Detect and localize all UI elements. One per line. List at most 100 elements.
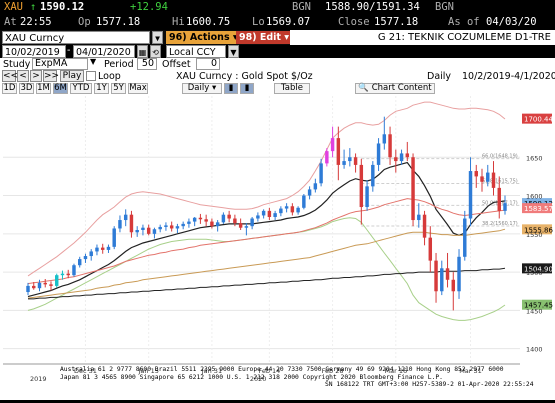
candle-body [371,164,375,187]
candle-body [49,284,53,286]
candle-body [411,157,415,221]
candle-body [141,227,145,230]
period-input[interactable]: 50 [137,58,157,70]
y-tick-label: 1550 [526,231,543,239]
study-select[interactable]: ExpMA [32,58,88,70]
candle-body [302,195,306,208]
x-tick-label: Dec 31 [74,367,97,375]
time-button-3d[interactable]: 3D [19,83,34,94]
candle-body [118,220,122,229]
price-tag [522,224,552,235]
play-button[interactable]: Play [60,70,84,82]
chart-panel: Study ExpMA ▼ Period 50 Offset 0 << < > … [0,57,555,400]
loop-checkbox[interactable] [86,71,96,81]
time-button-1y[interactable]: 1Y [94,83,109,94]
table-button[interactable]: Table [274,83,310,94]
candle-body [221,214,226,223]
candle-body [26,285,30,293]
time-prefix: At [4,16,17,28]
candle-body [348,157,352,162]
chart-type-icon[interactable]: ▮ [224,83,238,94]
source-label: BGN [292,1,311,13]
nav-forward-fast-button[interactable]: >> [43,70,60,82]
candle-body [112,228,116,247]
chart-content-button[interactable]: 🔍 Chart Content [355,83,435,94]
currency-field[interactable]: Local CCY [166,45,226,58]
candle-body [382,134,387,144]
edit-num: 98) [239,32,257,43]
candle-body [394,157,398,162]
fib-label: 61.8(1615.75) [482,178,518,184]
edit-button[interactable]: 98) Edit ▾ [236,31,293,44]
candle-body [158,226,162,230]
candle-body [204,219,208,222]
candle-body [290,206,295,213]
calendar-icon[interactable]: ▦ [137,45,148,58]
offset-input[interactable]: 0 [196,58,220,70]
candle-body [434,260,438,292]
nav-back-button[interactable]: < [17,70,29,82]
reset-icon[interactable]: ⟲ [150,45,161,58]
window-title: G 21: TEKNIK COZUMLEME D1-TRE [290,30,555,45]
candle-body [43,282,47,285]
candle-body [181,223,185,227]
candle-body [77,259,82,266]
x-tick-label: Mar 16 [385,367,408,375]
nav-forward-button[interactable]: > [30,70,42,82]
frequency-select[interactable]: Daily ▾ [182,83,222,94]
last-price-arrow: ↑ [30,1,37,13]
draw-tool-icon[interactable]: ▮ [240,83,254,94]
candle-body [480,176,484,182]
time-button-ytd[interactable]: YTD [70,83,92,94]
candle-body [83,256,88,260]
candle-body [175,226,180,229]
candle-body [336,138,341,165]
time-button-max[interactable]: Max [128,83,148,94]
candle-body [100,247,105,250]
time-button-1d[interactable]: 1D [2,83,17,94]
study-dropdown-icon[interactable]: ▼ [90,57,97,66]
candle-body [89,251,93,257]
time-button-1m[interactable]: 1M [36,83,51,94]
y-tick-label: 1500 [526,269,543,277]
frequency-label: Daily [427,71,452,82]
candle-body [198,217,203,220]
candle-body [307,189,312,196]
actions-button[interactable]: 96) Actions ▾ [166,31,241,44]
price-tag [522,203,552,214]
candle-body [210,221,214,227]
open-label: Op [78,16,91,28]
candle-body [279,208,283,214]
price-chart[interactable]: 66.0(1648.19)61.8(1615.75)50.0(1587.17)3… [0,96,555,400]
price-tag-label: 1583.57 [524,205,553,213]
time-button-5y[interactable]: 5Y [111,83,126,94]
date-range-row: 10/02/2019 - 04/01/2020 ▦ ⟲ Local CCY ▼ [0,45,555,58]
x-tick-label: Feb 28 [322,367,344,375]
candle-body [463,218,467,257]
chart-area[interactable]: 66.0(1648.19)61.8(1615.75)50.0(1587.17)3… [0,96,555,400]
high-value: 1600.75 [186,16,231,28]
nav-back-fast-button[interactable]: << [2,70,19,82]
price-tag [522,113,552,124]
start-date-field[interactable]: 10/02/2019 [2,45,66,58]
end-date-field[interactable]: 04/01/2020 [73,45,135,58]
candle-body [284,206,289,209]
currency-dropdown-icon[interactable]: ▼ [228,45,239,58]
candle-body [428,237,433,261]
security-dropdown-icon[interactable]: ▼ [152,31,163,44]
security-field[interactable]: XAU Curncy [2,31,150,44]
price-change: +12.94 [130,1,168,13]
loop-label: Loop [98,71,121,82]
actions-label: Actions [189,32,230,43]
price-tag-label: 1700.44 [524,116,553,124]
time-button-6m[interactable]: 6M [53,83,68,94]
close-value: 1577.18 [374,16,419,28]
y-tick-label: 1400 [526,346,543,354]
candle-body [169,225,174,229]
candle-body [486,172,490,182]
footer-line-3: SN 168122 TRT GMT+3:00 H257-5389-2 01-Ap… [325,381,534,388]
candle-body [474,171,478,177]
candle-body [250,218,254,227]
footer-line-2: Japan 81 3 4565 8900 Singapore 65 6212 1… [60,373,443,381]
candle-body [66,273,70,276]
